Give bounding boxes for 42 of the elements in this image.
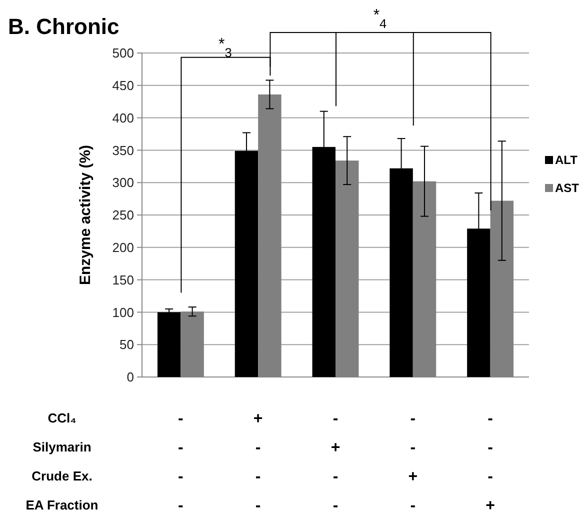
text: *$_{4}$ <box>373 7 387 30</box>
text: - <box>488 440 493 457</box>
text: - <box>178 440 184 457</box>
y-tick-label: 350 <box>112 142 134 158</box>
legend-label: ALT <box>555 153 578 168</box>
text: - <box>255 498 261 513</box>
text: + <box>408 468 418 486</box>
text: - <box>332 498 338 513</box>
text: - <box>178 468 184 486</box>
y-tick-label: 300 <box>112 175 134 190</box>
text: EA Fraction <box>26 498 98 513</box>
y-tick-label: 400 <box>112 110 134 126</box>
y-tick-label: 200 <box>112 240 134 255</box>
chart-title: B. Chronic <box>8 14 120 39</box>
text: + <box>330 440 340 457</box>
text: - <box>410 410 416 428</box>
y-tick-label: 500 <box>112 46 134 61</box>
text: - <box>332 410 338 428</box>
legend-label: AST <box>555 181 580 196</box>
text: CCl₄ <box>48 410 76 426</box>
text: + <box>486 498 495 513</box>
text: - <box>178 410 184 428</box>
y-tick-label: 50 <box>120 337 134 352</box>
text: - <box>410 440 416 457</box>
bar <box>157 312 181 377</box>
annotation: *$_{3}$ <box>218 36 232 60</box>
y-tick-label: 100 <box>112 304 134 320</box>
y-tick-label: 250 <box>112 208 134 223</box>
y-axis-title: Enzyme activity (%) <box>77 144 94 286</box>
text: Silymarin <box>32 440 92 455</box>
text: - <box>255 440 261 457</box>
text: - <box>178 498 184 513</box>
text: Crude Ex. <box>32 468 92 484</box>
y-tick-label: 150 <box>112 272 134 288</box>
text: - <box>255 468 261 486</box>
text: - <box>410 498 416 513</box>
y-tick-label: 450 <box>112 78 134 93</box>
text: - <box>488 410 493 428</box>
y-tick-label: 0 <box>126 370 134 385</box>
text: + <box>253 410 263 428</box>
text: - <box>488 468 493 486</box>
text: - <box>332 468 338 486</box>
